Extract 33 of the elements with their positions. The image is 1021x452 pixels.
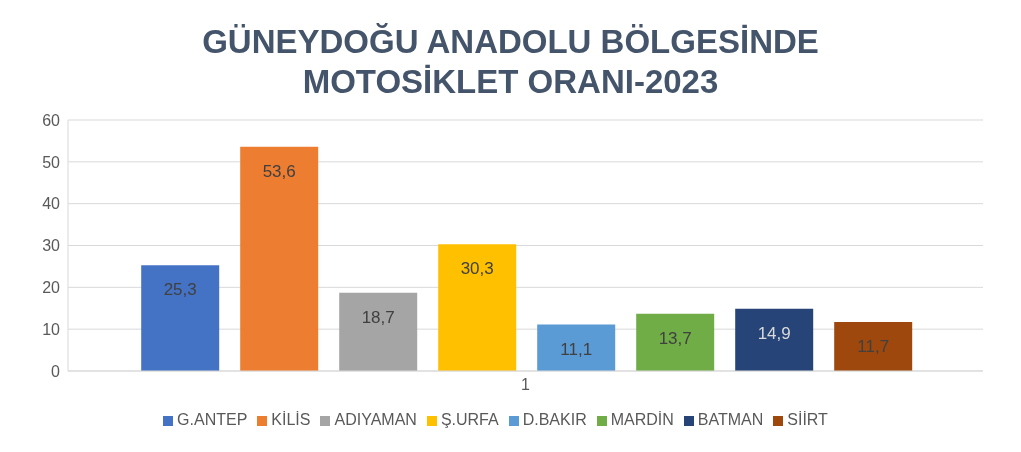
data-label: 11,7 <box>857 337 890 357</box>
chart-title: GÜNEYDOĞU ANADOLU BÖLGESİNDE MOTOSİKLET ORANI-2023 <box>201 22 820 102</box>
y-tick-label: 60 <box>42 111 61 129</box>
y-tick-label: 50 <box>42 153 61 171</box>
bar <box>834 322 913 371</box>
legend-label: KİLİS <box>271 411 311 428</box>
bar <box>240 146 319 371</box>
legend-label: Ş.URFA <box>440 411 499 428</box>
bar <box>339 292 418 371</box>
bar <box>438 244 517 371</box>
data-label: 25,3 <box>163 280 197 300</box>
legend-label: D.BAKIR <box>522 411 587 428</box>
y-tick-label: 30 <box>42 237 61 255</box>
y-tick-label: 40 <box>42 195 61 213</box>
legend-label: BATMAN <box>697 411 764 428</box>
bar <box>537 324 616 371</box>
bar <box>141 265 220 371</box>
data-label: 30,3 <box>460 259 494 279</box>
y-tick-label: 20 <box>42 279 61 297</box>
legend-label: ADIYAMAN <box>334 411 417 428</box>
y-tick-label: 10 <box>42 320 61 338</box>
y-tick-label: 0 <box>51 362 61 380</box>
data-label: 13,7 <box>658 328 692 348</box>
data-label: 14,9 <box>757 323 791 343</box>
bar <box>735 308 814 371</box>
bar <box>636 313 715 371</box>
x-tick-label: 1 <box>521 376 531 394</box>
data-label: 53,6 <box>262 161 296 181</box>
legend-label: SİİRT <box>787 411 828 428</box>
data-label: 18,7 <box>361 307 395 327</box>
legend-label: MARDİN <box>610 411 674 428</box>
legend-label: G.ANTEP <box>177 411 248 428</box>
data-label: 11,1 <box>560 339 593 359</box>
